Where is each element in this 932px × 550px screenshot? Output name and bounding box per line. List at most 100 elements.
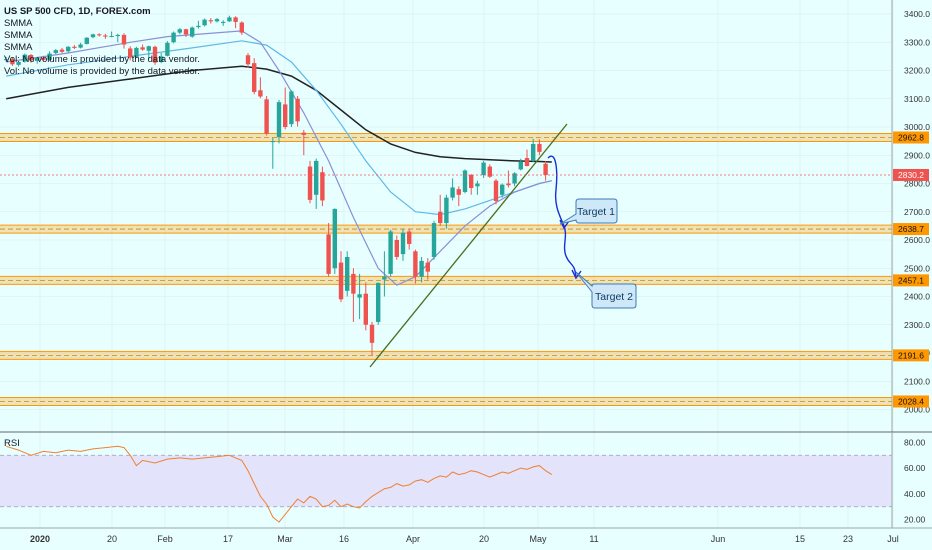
candle[interactable]: [537, 139, 542, 156]
candle[interactable]: [165, 41, 170, 57]
candle[interactable]: [35, 56, 40, 64]
candle[interactable]: [407, 228, 412, 250]
candle[interactable]: [10, 57, 15, 66]
candle[interactable]: [227, 15, 232, 22]
candle[interactable]: [382, 251, 387, 297]
candle[interactable]: [456, 186, 461, 207]
legend-title[interactable]: US SP 500 CFD, 1D, FOREX.com: [4, 6, 151, 17]
candle[interactable]: [115, 33, 120, 43]
candle[interactable]: [394, 235, 399, 260]
candle[interactable]: [469, 173, 474, 195]
candle[interactable]: [518, 158, 523, 171]
candle[interactable]: [66, 46, 71, 53]
candle[interactable]: [450, 178, 455, 201]
candle[interactable]: [301, 129, 306, 156]
candle[interactable]: [270, 137, 275, 169]
candle[interactable]: [357, 273, 362, 320]
candle[interactable]: [103, 33, 108, 39]
candle[interactable]: [134, 46, 139, 59]
candle[interactable]: [462, 169, 468, 194]
candle[interactable]: [351, 268, 356, 322]
rsi-axis[interactable]: 80.00 60.00 40.00 20.00: [904, 437, 926, 524]
candle[interactable]: [506, 170, 511, 188]
candle[interactable]: [4, 56, 9, 62]
candle[interactable]: [438, 194, 443, 226]
candle[interactable]: [190, 26, 195, 38]
candle[interactable]: [524, 149, 530, 167]
candle[interactable]: [208, 17, 213, 24]
candle[interactable]: [332, 208, 337, 274]
candle[interactable]: [183, 28, 189, 38]
candle[interactable]: [500, 183, 505, 198]
candle[interactable]: [307, 160, 313, 204]
candle[interactable]: [314, 158, 319, 209]
candle[interactable]: [295, 95, 300, 127]
candle[interactable]: [177, 28, 182, 35]
candle[interactable]: [90, 33, 96, 39]
candle[interactable]: [152, 45, 158, 65]
candle[interactable]: [53, 49, 58, 55]
candle[interactable]: [425, 258, 430, 280]
candle[interactable]: [320, 166, 325, 207]
level-tag-label: 2457.1: [898, 275, 924, 285]
target-2-callout[interactable]: Target 2: [575, 271, 637, 309]
candle[interactable]: [245, 52, 251, 68]
candle[interactable]: [283, 87, 288, 130]
candle[interactable]: [28, 54, 34, 63]
candle[interactable]: [233, 16, 238, 29]
candle[interactable]: [481, 160, 486, 178]
candle[interactable]: [146, 45, 151, 60]
candle[interactable]: [221, 20, 226, 26]
legend-line-3[interactable]: SMMA: [4, 42, 33, 53]
candle[interactable]: [264, 95, 269, 136]
candle[interactable]: [78, 42, 83, 49]
candle[interactable]: [369, 321, 375, 356]
candle[interactable]: [258, 77, 263, 99]
candle[interactable]: [140, 44, 145, 51]
candle[interactable]: [388, 229, 393, 277]
candle[interactable]: [97, 33, 102, 37]
candle[interactable]: [400, 228, 406, 261]
candle[interactable]: [363, 282, 368, 331]
candle[interactable]: [47, 51, 52, 61]
candle[interactable]: [431, 220, 437, 260]
candle[interactable]: [41, 55, 46, 61]
candle[interactable]: [487, 164, 492, 178]
candle[interactable]: [475, 180, 480, 195]
legend-line-1[interactable]: SMMA: [4, 18, 33, 29]
candle[interactable]: [159, 52, 164, 64]
candle[interactable]: [326, 223, 331, 277]
candle[interactable]: [345, 251, 350, 297]
candle[interactable]: [202, 18, 207, 27]
candle[interactable]: [59, 47, 65, 53]
candle[interactable]: [84, 37, 89, 45]
candle[interactable]: [121, 33, 127, 49]
candle[interactable]: [196, 20, 201, 29]
candle[interactable]: [338, 251, 344, 303]
candle[interactable]: [493, 178, 499, 205]
candle[interactable]: [109, 31, 114, 38]
candle[interactable]: [16, 61, 21, 67]
candle[interactable]: [276, 99, 282, 144]
candle[interactable]: [531, 138, 536, 163]
candle[interactable]: [512, 172, 517, 187]
candle[interactable]: [376, 282, 381, 325]
candle[interactable]: [444, 194, 449, 229]
candle[interactable]: [171, 31, 176, 44]
time-axis[interactable]: 2020 20 Feb 17 Mar 16 Apr 20 May 11 Jun 15 23 Jul: [30, 534, 899, 544]
candle[interactable]: [72, 45, 77, 50]
candle[interactable]: [413, 249, 418, 284]
candle[interactable]: [239, 21, 244, 35]
smma-fast-line: [6, 30, 552, 286]
candle[interactable]: [128, 46, 133, 61]
legend-line-2[interactable]: SMMA: [4, 30, 33, 41]
candle[interactable]: [252, 58, 257, 95]
candle[interactable]: [419, 256, 424, 283]
candle[interactable]: [214, 17, 220, 23]
candle[interactable]: [22, 53, 27, 63]
trendline[interactable]: [369, 123, 568, 368]
candle[interactable]: [543, 160, 548, 181]
candle[interactable]: [289, 90, 294, 127]
target-1-callout[interactable]: Target 1: [559, 198, 618, 225]
